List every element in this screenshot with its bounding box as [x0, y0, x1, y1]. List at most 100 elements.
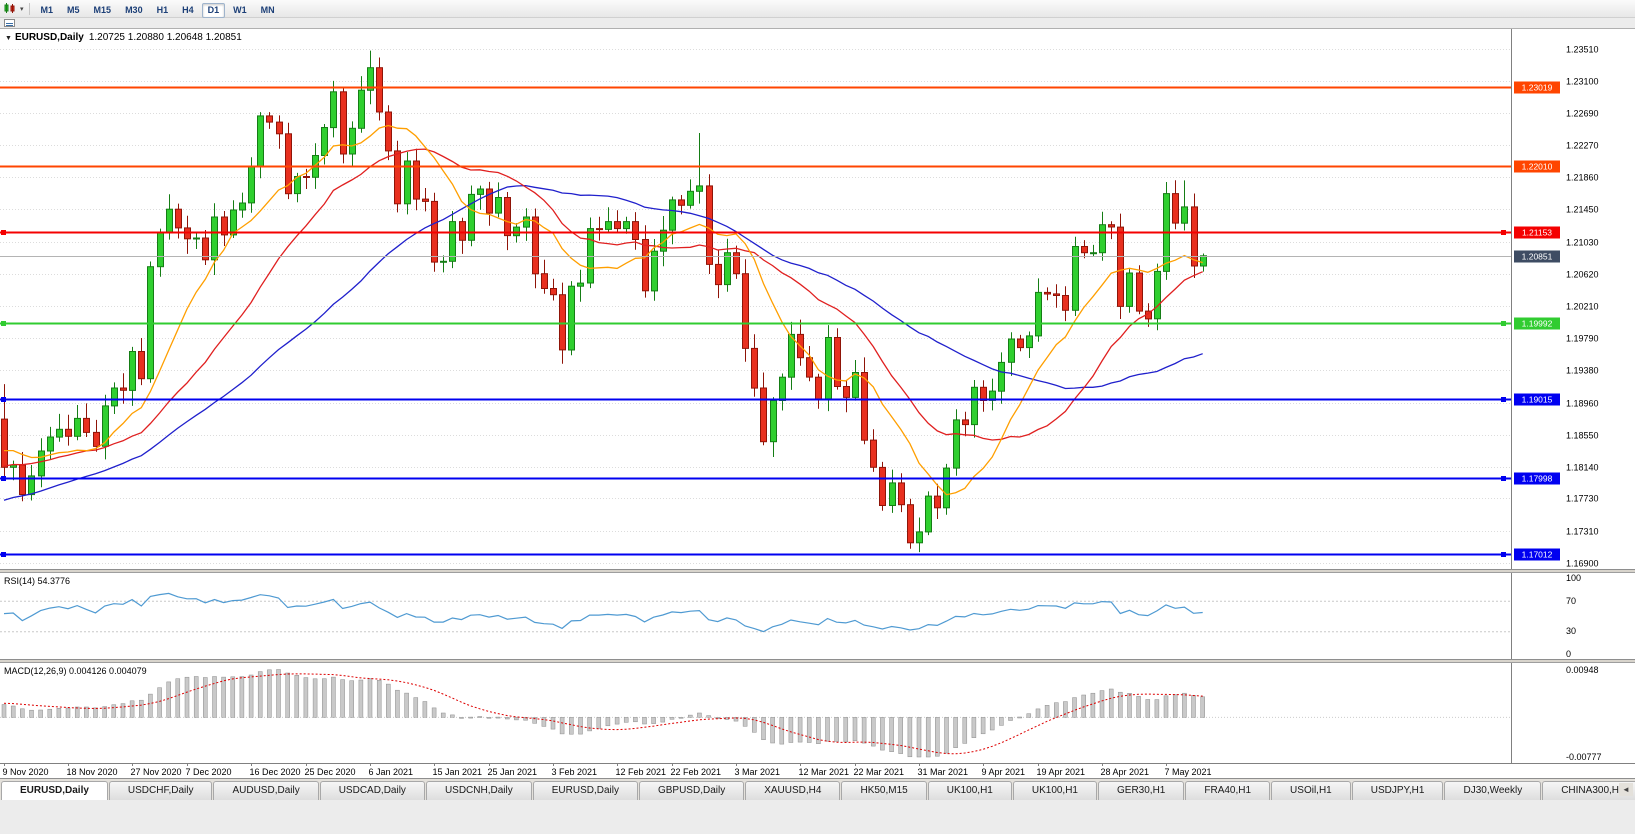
- candle-body: [138, 351, 145, 380]
- candle-body: [513, 226, 520, 237]
- candle-body: [962, 419, 969, 426]
- symbol-tab-FRA40-H1[interactable]: FRA40,H1: [1185, 781, 1271, 800]
- macd-histogram-bar: [386, 683, 391, 718]
- timeframe-button-M15[interactable]: M15: [93, 4, 112, 15]
- time-axis-label: 3 Feb 2021: [552, 767, 598, 777]
- hline-handle[interactable]: [1, 397, 6, 402]
- candle-body: [47, 436, 54, 452]
- hline-handle[interactable]: [1501, 321, 1506, 326]
- hline-handle[interactable]: [1501, 476, 1506, 481]
- candle-body: [330, 91, 337, 129]
- macd-histogram-bar: [203, 677, 208, 718]
- timeframe-button-H1[interactable]: H1: [156, 4, 169, 15]
- macd-histogram-bar: [825, 717, 830, 742]
- hline-handle[interactable]: [1501, 397, 1506, 402]
- symbol-tab-UK100-H1[interactable]: UK100,H1: [1012, 781, 1097, 800]
- hline-handle[interactable]: [1, 552, 6, 557]
- chart-dropdown-icon[interactable]: ▼: [5, 35, 12, 42]
- chart-window: 1.23510 1.23100 1.22690 1.22270 1.21860 1.214…: [0, 28, 1635, 778]
- chart-type-icon[interactable]: [3, 2, 19, 15]
- symbol-tab-XAUUSD-H4[interactable]: XAUUSD,H4: [745, 781, 841, 800]
- panel-divider[interactable]: [0, 659, 1635, 663]
- chart-ohlc-values: 1.20725 1.20880 1.20648 1.20851: [88, 32, 242, 43]
- macd-histogram-bar: [440, 712, 446, 718]
- candle-body: [56, 428, 63, 438]
- candle-body: [925, 495, 932, 533]
- macd-histogram-bar: [450, 714, 455, 718]
- rsi-axis-label: 30: [1566, 626, 1576, 636]
- panel-divider[interactable]: [0, 569, 1635, 573]
- candle-body: [870, 439, 877, 468]
- symbol-tab-DJ30-Weekly[interactable]: DJ30,Weekly: [1444, 781, 1542, 800]
- candle-body: [440, 260, 447, 263]
- price-chart-panel[interactable]: 1.23510 1.23100 1.22690 1.22270 1.21860 1.214…: [0, 29, 1635, 569]
- ma-medium-line: [3, 148, 1203, 467]
- symbol-tab-USDJPY-H1[interactable]: USDJPY,H1: [1351, 781, 1444, 800]
- hline-handle[interactable]: [1, 230, 6, 235]
- candle-body: [385, 111, 392, 152]
- symbol-tab-UK100-H1[interactable]: UK100,H1: [927, 781, 1012, 800]
- timeframe-button-W1[interactable]: W1: [233, 4, 247, 15]
- macd-histogram-bar: [678, 717, 684, 719]
- rsi-panel[interactable]: 100 70 30 0: [0, 573, 1635, 659]
- time-axis-label: 12 Feb 2021: [616, 767, 667, 777]
- symbol-tab-USDCAD-Daily[interactable]: USDCAD,Daily: [319, 781, 425, 800]
- hline-handle[interactable]: [1501, 552, 1506, 557]
- candle-body: [349, 127, 356, 155]
- macd-histogram-bar: [459, 717, 464, 719]
- macd-histogram-bar: [688, 714, 693, 718]
- macd-histogram-bar: [376, 680, 382, 718]
- price-axis-label: 1.20210: [1566, 302, 1599, 312]
- chart-tabs-bar: EURUSD,Daily USDCHF,Daily AUDUSD,Daily USDC…: [0, 778, 1635, 800]
- time-axis-label: 18 Nov 2020: [67, 767, 118, 777]
- hline-handle[interactable]: [1, 321, 6, 326]
- macd-histogram-bar: [861, 717, 867, 744]
- macd-histogram-bar: [944, 717, 949, 754]
- candle-body: [468, 193, 475, 241]
- macd-histogram-bar: [642, 717, 647, 725]
- symbol-tab-USOil-H1[interactable]: USOil,H1: [1271, 781, 1351, 800]
- macd-histogram-bar: [212, 676, 217, 718]
- candle-body: [340, 91, 347, 155]
- symbol-tab-GER30-H1[interactable]: GER30,H1: [1098, 781, 1185, 800]
- macd-axis-min-label: -0.00777: [1566, 752, 1602, 762]
- candle-body: [861, 372, 868, 441]
- hline-handle[interactable]: [1501, 230, 1506, 235]
- macd-histogram-bar: [797, 717, 803, 743]
- symbol-tab-USDCNH-Daily[interactable]: USDCNH,Daily: [425, 781, 532, 800]
- timeframe-button-M30[interactable]: M30: [125, 4, 143, 15]
- candle-body: [879, 466, 886, 506]
- symbol-tab-AUDUSD-Daily[interactable]: AUDUSD,Daily: [213, 781, 319, 800]
- macd-histogram-bar: [367, 678, 373, 718]
- timeframe-button-M5[interactable]: M5: [67, 4, 80, 15]
- timeframe-button-M1[interactable]: M1: [40, 4, 54, 15]
- macd-histogram-bar: [193, 676, 199, 718]
- timeframe-button-H4[interactable]: H4: [182, 4, 194, 15]
- symbol-tab-EURUSD-Daily[interactable]: EURUSD,Daily: [532, 781, 638, 800]
- macd-histogram-bar: [93, 707, 98, 718]
- chart-type-dropdown-icon[interactable]: ▾: [20, 5, 24, 13]
- symbol-tab-USDCHF-Daily[interactable]: USDCHF,Daily: [108, 781, 213, 800]
- candle-body: [459, 221, 466, 241]
- symbol-tab-EURUSD-Daily[interactable]: EURUSD,Daily: [1, 781, 108, 800]
- macd-histogram-bar: [413, 697, 419, 718]
- macd-histogram-bar: [267, 669, 272, 718]
- price-axis-label: 1.21860: [1566, 173, 1599, 183]
- macd-histogram-bar: [953, 717, 958, 748]
- secondary-toolbar: [0, 18, 1635, 28]
- timeframe-button-MN[interactable]: MN: [260, 4, 275, 15]
- mini-chart-icon[interactable]: [4, 19, 15, 27]
- macd-histogram-bar: [404, 692, 409, 718]
- time-axis-label: 25 Dec 2020: [305, 767, 356, 777]
- symbol-tab-GBPUSD-Daily[interactable]: GBPUSD,Daily: [638, 781, 745, 800]
- symbol-tab-CHINA300-H1[interactable]: CHINA300,H1: [1542, 781, 1635, 800]
- macd-panel[interactable]: 0.00948 -0.00777: [0, 663, 1635, 763]
- timeframe-button-D1[interactable]: D1: [201, 2, 226, 18]
- macd-histogram-bar: [111, 704, 117, 718]
- symbol-tab-HK50-M15[interactable]: HK50,M15: [841, 781, 927, 800]
- candle-body: [779, 376, 786, 402]
- tab-scroll-left-icon[interactable]: ◄: [1619, 783, 1633, 796]
- hline-handle[interactable]: [1, 476, 6, 481]
- time-axis[interactable]: 9 Nov 2020 18 Nov 2020 27 Nov 2020 7 Dec 20…: [0, 763, 1635, 779]
- candle-body: [696, 185, 703, 192]
